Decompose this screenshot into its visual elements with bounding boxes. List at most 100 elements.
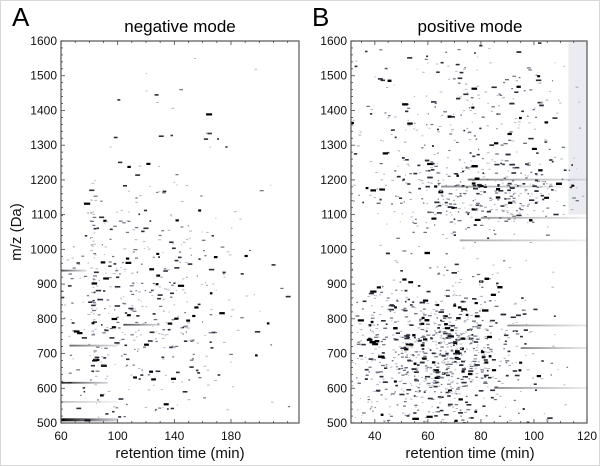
feature-spot xyxy=(408,374,410,376)
feature-spot xyxy=(388,115,391,117)
feature-spot xyxy=(109,228,113,231)
feature-spot xyxy=(189,359,194,361)
feature-spot xyxy=(486,152,490,154)
feature-spot xyxy=(389,310,392,313)
feature-spot xyxy=(393,312,396,313)
feature-spot xyxy=(457,339,461,341)
feature-spot xyxy=(458,82,461,84)
feature-spot xyxy=(114,342,120,344)
feature-spot xyxy=(420,324,422,326)
y-tick-label: 700 xyxy=(327,347,347,361)
feature-spot xyxy=(384,336,388,338)
feature-spot xyxy=(473,341,479,343)
feature-spot xyxy=(507,198,511,200)
feature-spot xyxy=(86,295,90,297)
feature-spot xyxy=(415,380,419,382)
feature-spot xyxy=(394,338,399,341)
feature-spot xyxy=(391,393,395,395)
feature-spot xyxy=(504,220,509,222)
feature-spot xyxy=(449,313,451,315)
feature-spot xyxy=(451,349,454,351)
feature-spot xyxy=(207,132,212,135)
feature-spot xyxy=(201,239,206,241)
feature-spot xyxy=(453,344,455,347)
feature-spot xyxy=(162,190,167,193)
feature-spot xyxy=(426,415,433,418)
feature-spot xyxy=(97,298,104,301)
feature-spot xyxy=(164,335,166,337)
feature-spot xyxy=(130,374,133,376)
feature-spot xyxy=(444,295,447,297)
feature-spot xyxy=(436,266,439,268)
feature-spot xyxy=(436,71,440,73)
feature-spot xyxy=(438,204,442,207)
feature-spot xyxy=(94,358,97,360)
feature-spot xyxy=(124,312,128,314)
feature-spot xyxy=(417,338,420,340)
feature-spot xyxy=(547,417,553,419)
feature-spot xyxy=(446,363,450,365)
feature-spot xyxy=(460,310,463,312)
feature-spot xyxy=(120,298,122,300)
feature-spot xyxy=(370,406,373,408)
feature-spot xyxy=(543,413,546,415)
feature-spot xyxy=(210,347,214,349)
feature-spot xyxy=(494,386,499,388)
feature-spot xyxy=(423,352,428,354)
feature-spot xyxy=(141,305,144,307)
feature-spot xyxy=(430,312,432,314)
feature-spot xyxy=(478,148,480,151)
feature-spot xyxy=(465,167,470,169)
feature-spot xyxy=(484,382,488,384)
feature-spot xyxy=(401,213,404,215)
feature-spot xyxy=(82,387,86,389)
feature-spot xyxy=(384,68,387,70)
feature-spot xyxy=(474,218,481,221)
feature-spot xyxy=(540,174,544,176)
feature-spot xyxy=(436,406,440,409)
feature-spot xyxy=(533,210,536,212)
feature-spot xyxy=(105,413,109,415)
feature-spot xyxy=(430,167,433,169)
feature-spot xyxy=(410,398,413,400)
feature-spot xyxy=(403,201,405,203)
feature-spot xyxy=(533,308,538,311)
feature-spot xyxy=(104,347,108,349)
feature-spot xyxy=(493,204,496,206)
feature-spot xyxy=(476,346,478,348)
feature-spot xyxy=(447,317,452,319)
feature-spot xyxy=(461,350,464,352)
feature-spot xyxy=(403,141,407,143)
feature-spot xyxy=(495,393,499,395)
feature-spot xyxy=(186,276,188,278)
feature-spot xyxy=(490,332,492,334)
feature-spot xyxy=(171,243,174,245)
feature-spot xyxy=(518,412,520,414)
feature-spot xyxy=(436,317,438,319)
feature-spot xyxy=(440,391,443,393)
feature-spot xyxy=(442,328,445,329)
feature-spot xyxy=(449,391,453,392)
feature-spot xyxy=(480,194,483,196)
feature-spot xyxy=(90,244,94,245)
feature-spot xyxy=(383,173,385,175)
feature-spot xyxy=(481,349,484,352)
feature-spot xyxy=(420,328,424,331)
feature-spot xyxy=(460,415,462,417)
feature-spot xyxy=(456,141,459,143)
feature-spot xyxy=(236,329,240,331)
feature-spot xyxy=(369,160,373,162)
data-marks xyxy=(351,41,587,423)
feature-spot xyxy=(449,326,453,328)
feature-spot xyxy=(415,369,419,371)
feature-spot xyxy=(429,367,433,369)
feature-spot xyxy=(355,315,360,317)
feature-spot xyxy=(203,250,205,252)
feature-spot xyxy=(93,291,96,294)
feature-spot xyxy=(443,359,445,361)
streak xyxy=(507,324,587,327)
feature-spot xyxy=(516,314,521,317)
feature-spot xyxy=(512,75,516,77)
feature-spot xyxy=(505,176,509,178)
feature-spot xyxy=(353,200,355,202)
